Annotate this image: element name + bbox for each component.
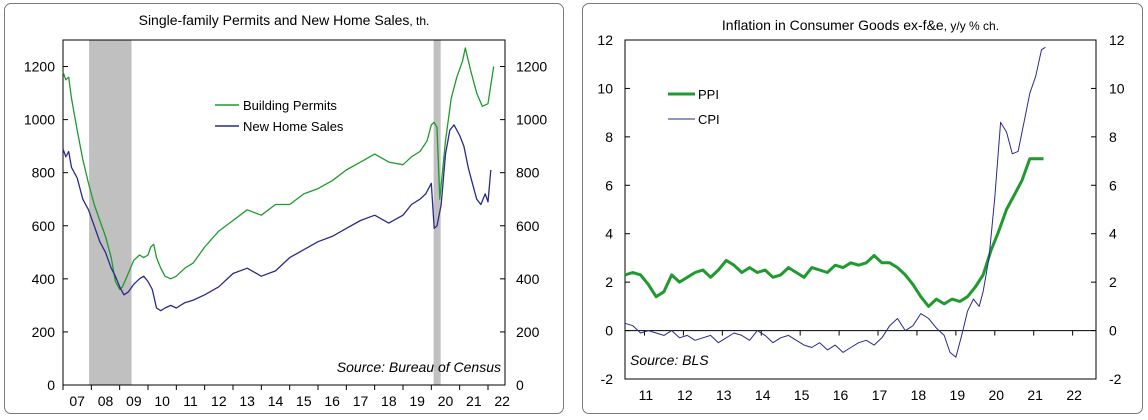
y-tick-label-right: 600: [516, 218, 540, 234]
x-tick-label: 14: [755, 387, 771, 403]
x-tick-label: 08: [98, 393, 114, 409]
chart-title-main: Inflation in Consumer Goods ex-f&e: [722, 17, 944, 33]
x-tick-label: 17: [353, 393, 369, 409]
y-tick-label-right: 1000: [516, 112, 547, 128]
y-tick-label-left: 2: [605, 274, 613, 290]
x-tick-label: 19: [409, 393, 425, 409]
x-tick-label: 11: [639, 387, 654, 403]
y-tick-label-right: -2: [1109, 371, 1122, 387]
y-tick-label-right: 6: [1109, 177, 1117, 193]
y-tick-label-left: 0: [605, 323, 613, 339]
chart-title-suffix: , y/y % ch.: [944, 19, 999, 33]
x-tick-label: 18: [911, 387, 927, 403]
x-tick-label: 20: [988, 387, 1004, 403]
legend-box: [210, 92, 367, 140]
y-tick-label-right: 400: [516, 271, 540, 287]
chart-panel-home-sales: Single-family Permits and New Home Sales…: [4, 3, 564, 414]
y-tick-label-right: 1200: [516, 59, 547, 75]
y-tick-label-left: 800: [32, 165, 56, 181]
home-sales-title: Single-family Permits and New Home Sales…: [139, 12, 430, 28]
y-tick-label-left: 1200: [24, 59, 55, 75]
y-tick-label-left: 200: [32, 324, 56, 340]
x-tick-label: 22: [1066, 387, 1082, 403]
x-tick-label: 20: [438, 393, 454, 409]
x-tick-label: 21: [1027, 387, 1043, 403]
y-tick-label-left: 8: [605, 129, 613, 145]
series-line-new-home-sales: [62, 124, 492, 312]
x-tick-label: 12: [677, 387, 693, 403]
x-tick-label: 21: [466, 393, 482, 409]
inflation-chart: Inflation in Consumer Goods ex-f&e, y/y …: [597, 17, 1125, 403]
x-tick-label: 16: [324, 393, 340, 409]
chart-title-main: Single-family Permits and New Home Sales: [139, 12, 410, 28]
x-tick-label: 14: [268, 393, 284, 409]
legend-label: PPI: [698, 87, 719, 102]
series-line-cpi: [624, 46, 1046, 358]
y-tick-label-right: 800: [516, 165, 540, 181]
y-tick-label-right: 2: [1109, 274, 1117, 290]
recession-band-1: [89, 40, 132, 385]
y-tick-label-left: -2: [601, 371, 614, 387]
y-tick-label-right: 200: [516, 324, 540, 340]
x-tick-label: 15: [794, 387, 810, 403]
y-tick-label-left: 12: [597, 32, 613, 48]
x-tick-label: 22: [494, 393, 510, 409]
x-tick-label: 13: [239, 393, 255, 409]
source-note: Source: Bureau of Census: [337, 359, 501, 375]
x-tick-label: 07: [69, 393, 85, 409]
x-tick-label: 15: [296, 393, 312, 409]
x-tick-label: 19: [950, 387, 966, 403]
inflation-title: Inflation in Consumer Goods ex-f&e, y/y …: [722, 17, 999, 33]
plot-frame: [624, 39, 1097, 380]
legend-label: Building Permits: [243, 98, 337, 113]
source-note: Source: BLS: [630, 352, 709, 368]
series-line-building-permits: [62, 47, 495, 291]
home-sales-chart: Single-family Permits and New Home Sales…: [24, 12, 548, 409]
y-tick-label-left: 6: [605, 177, 613, 193]
y-tick-label-left: 0: [47, 377, 55, 393]
y-tick-label-left: 400: [32, 271, 56, 287]
y-tick-label-left: 4: [605, 226, 613, 242]
x-tick-label: 13: [716, 387, 732, 403]
y-tick-label-right: 4: [1109, 226, 1117, 242]
y-tick-label-right: 0: [1109, 323, 1117, 339]
recession-band-2: [433, 40, 441, 385]
x-tick-label: 11: [183, 393, 198, 409]
legend-label: New Home Sales: [243, 119, 344, 134]
y-tick-label-right: 8: [1109, 129, 1117, 145]
y-tick-label-right: 10: [1109, 80, 1125, 96]
y-tick-label-right: 0: [516, 377, 524, 393]
plot-frame: [62, 39, 506, 386]
x-tick-label: 10: [154, 393, 170, 409]
legend-label: CPI: [698, 112, 720, 127]
x-tick-label: 18: [381, 393, 397, 409]
chart-title-suffix: , th.: [409, 14, 429, 28]
chart-panel-inflation: Inflation in Consumer Goods ex-f&e, y/y …: [582, 3, 1143, 414]
y-tick-label-left: 10: [597, 80, 613, 96]
y-tick-label-left: 1000: [24, 112, 55, 128]
y-tick-label-left: 600: [32, 218, 56, 234]
x-tick-label: 09: [126, 393, 142, 409]
x-tick-label: 16: [833, 387, 849, 403]
x-tick-label: 17: [872, 387, 888, 403]
series-line-ppi: [624, 157, 1044, 308]
x-tick-label: 12: [211, 393, 227, 409]
y-tick-label-right: 12: [1109, 32, 1125, 48]
